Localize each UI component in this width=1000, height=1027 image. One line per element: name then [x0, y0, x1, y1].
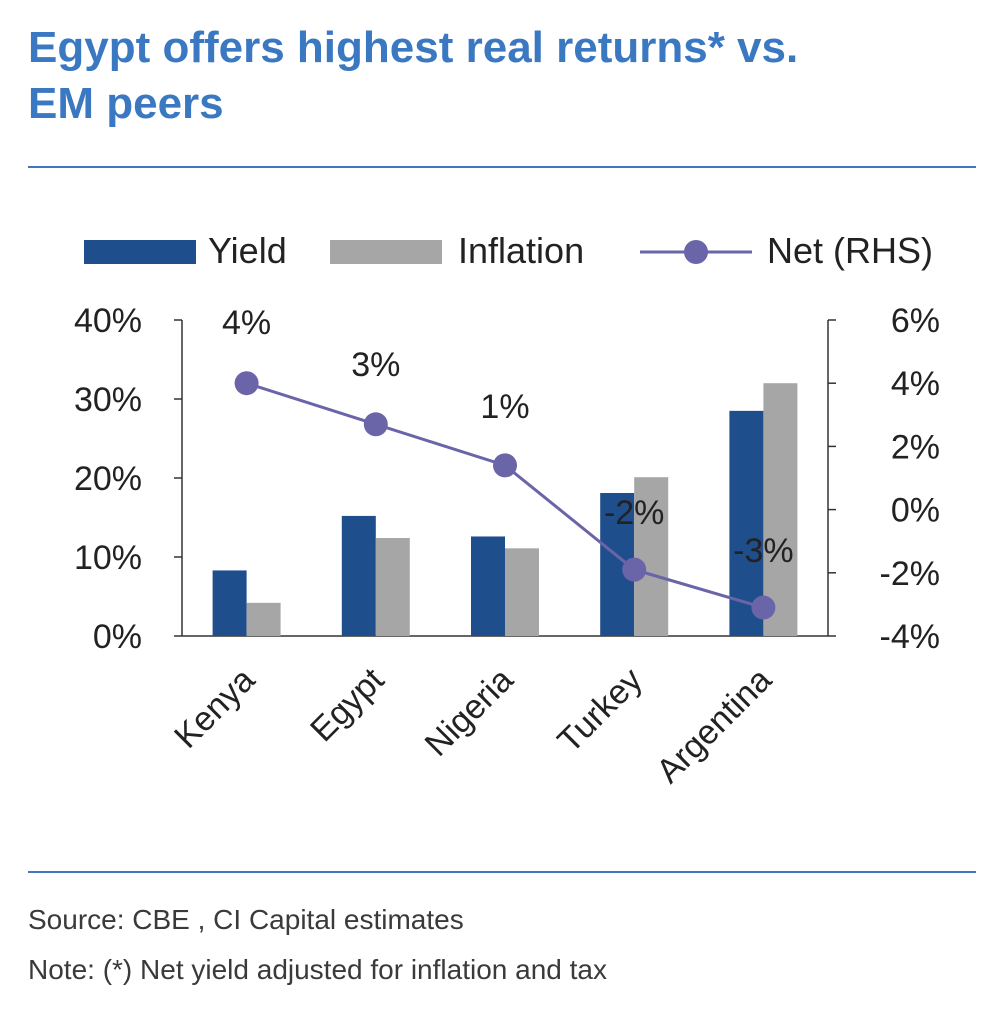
source-note: Source: CBE , CI Capital estimates	[28, 904, 464, 935]
bar-yield-kenya	[212, 570, 247, 636]
net-point-nigeria	[493, 453, 517, 478]
footnote: Note: (*) Net yield adjusted for inflati…	[28, 954, 607, 985]
right-axis-tick-label: 2%	[891, 428, 940, 466]
legend-marker-net	[684, 240, 708, 264]
title-line-1: Egypt offers highest real returns* vs.	[28, 23, 799, 72]
net-point-kenya	[234, 371, 259, 396]
right-axis-tick-label: -4%	[880, 618, 940, 656]
bar-inflation-turkey	[634, 477, 669, 636]
bar-inflation-nigeria	[505, 548, 539, 636]
net-data-label-egypt: 3%	[351, 346, 400, 384]
left-axis-tick-label: 20%	[74, 460, 142, 498]
right-axis-tick-label: 0%	[891, 492, 940, 530]
net-data-label-kenya: 4%	[222, 304, 271, 342]
left-axis-tick-label: 40%	[74, 302, 142, 340]
net-point-turkey	[622, 557, 647, 582]
page-title: Egypt offers highest real returns* vs. E…	[28, 20, 978, 132]
x-axis-label-egypt: Egypt	[303, 660, 392, 749]
net-point-argentina	[751, 595, 776, 620]
bar-inflation-kenya	[246, 602, 281, 636]
left-axis-tick-label: 10%	[74, 539, 142, 577]
legend-swatch-inflation	[330, 240, 442, 264]
net-data-label-argentina: -3%	[733, 532, 793, 570]
bar-yield-egypt	[341, 515, 376, 636]
chart: Yield Inflation Net (RHS) 0% 10% 20% 30% 40% -4%…	[74, 230, 940, 791]
legend-label-yield: Yield	[208, 230, 287, 271]
bar-yield-nigeria	[471, 536, 505, 636]
legend-swatch-yield	[84, 240, 196, 264]
right-axis-tick-label: -2%	[880, 555, 940, 593]
bar-inflation-egypt	[375, 538, 410, 636]
bar-inflation-argentina	[763, 383, 798, 636]
net-data-label-turkey: -2%	[604, 494, 664, 532]
right-axis-tick-label: 6%	[891, 302, 940, 340]
legend-label-inflation: Inflation	[458, 230, 584, 271]
x-axis-label-nigeria: Nigeria	[418, 661, 521, 764]
legend-label-net: Net (RHS)	[767, 230, 933, 271]
x-axis-label-turkey: Turkey	[550, 661, 649, 760]
title-line-2: EM peers	[28, 79, 224, 128]
left-axis-tick-label: 30%	[74, 381, 142, 419]
x-axis-label-argentina: Argentina	[649, 661, 779, 791]
net-point-egypt	[363, 412, 388, 437]
bottom-divider	[28, 871, 976, 873]
left-axis-tick-label: 0%	[93, 618, 142, 656]
right-axis-tick-label: 4%	[891, 365, 940, 403]
x-axis-label-kenya: Kenya	[167, 661, 262, 756]
net-data-label-nigeria: 1%	[480, 388, 529, 426]
top-divider	[28, 166, 976, 168]
